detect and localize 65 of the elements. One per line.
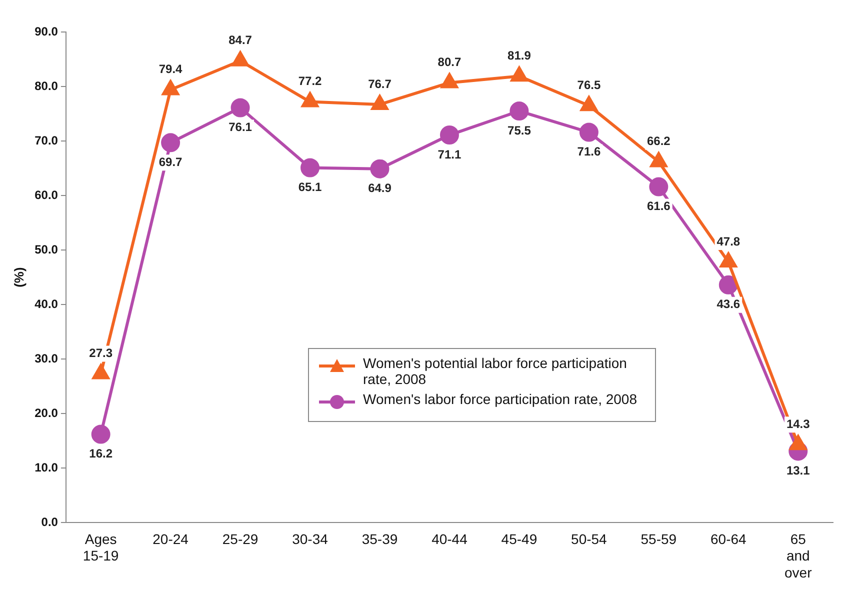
x-tick-label: 20-24 [152, 530, 189, 547]
y-tick-label: 60.0 [34, 188, 58, 202]
point [720, 252, 737, 268]
point [440, 126, 459, 145]
y-tick-label: 20.0 [34, 406, 58, 420]
y-tick-label: 30.0 [34, 351, 58, 366]
point [300, 158, 320, 178]
x-tick-label: 45-49 [501, 530, 538, 547]
data-label: 47.8 [716, 234, 740, 248]
point [302, 92, 318, 108]
y-tick-label: 70.0 [34, 133, 58, 148]
x-tick-label: 55-59 [640, 530, 677, 547]
point [510, 66, 528, 82]
y-tick-label: 40.0 [34, 296, 58, 311]
data-label: 27.3 [89, 346, 113, 360]
x-tick-label: 30-34 [292, 530, 328, 547]
point [718, 275, 738, 294]
point [370, 159, 390, 178]
data-label: 13.1 [786, 464, 810, 478]
x-tick-label: 25-29 [222, 530, 258, 547]
point [580, 96, 598, 112]
data-label: 64.9 [368, 181, 392, 196]
data-label: 14.3 [786, 416, 810, 431]
data-label: 65.1 [298, 180, 322, 194]
point [232, 51, 249, 66]
data-label: 81.9 [508, 48, 532, 62]
y-tick-label: 50.0 [34, 242, 58, 256]
x-tick-label: 60-64 [710, 530, 747, 547]
point [371, 95, 388, 110]
y-axis-title: (%) [11, 267, 26, 288]
data-label: 76.5 [577, 78, 601, 92]
x-tick-label: 50-54 [571, 530, 608, 547]
data-label: 71.6 [577, 144, 601, 159]
legend-label: Women's labor force participation rate, 2008 [363, 391, 638, 407]
data-label: 77.2 [298, 74, 322, 88]
point [441, 73, 458, 88]
point [91, 424, 110, 444]
y-tick-label: 0.0 [41, 514, 58, 529]
point [650, 152, 668, 168]
x-tick-label: 40-44 [432, 530, 468, 547]
data-label: 43.6 [716, 297, 740, 312]
data-label: 76.1 [228, 120, 252, 134]
x-tick-label: 35-39 [362, 530, 398, 547]
data-label: 71.1 [438, 147, 462, 162]
data-label: 61.6 [646, 199, 671, 214]
legend-label: Women's potential labor force participation rate, 2008 [363, 355, 628, 387]
x-tick-label: Ages 15-19 [82, 530, 119, 564]
data-label: 75.5 [508, 123, 532, 138]
point [162, 80, 179, 96]
y-tick-label: 10.0 [34, 460, 58, 474]
data-label: 76.7 [368, 76, 392, 91]
point [230, 98, 250, 118]
data-label: 66.2 [646, 134, 671, 148]
y-tick-label: 80.0 [34, 78, 58, 93]
point [579, 122, 598, 142]
point [649, 177, 668, 196]
data-label: 84.7 [228, 33, 252, 48]
data-label: 69.7 [158, 154, 183, 169]
data-label: 16.2 [89, 446, 113, 461]
x-tick-label: 65 and over [784, 530, 812, 580]
point [161, 133, 180, 152]
data-label: 79.4 [158, 62, 183, 76]
point [510, 102, 529, 121]
data-label: 80.7 [438, 55, 462, 70]
y-tick-label: 90.0 [34, 24, 58, 38]
